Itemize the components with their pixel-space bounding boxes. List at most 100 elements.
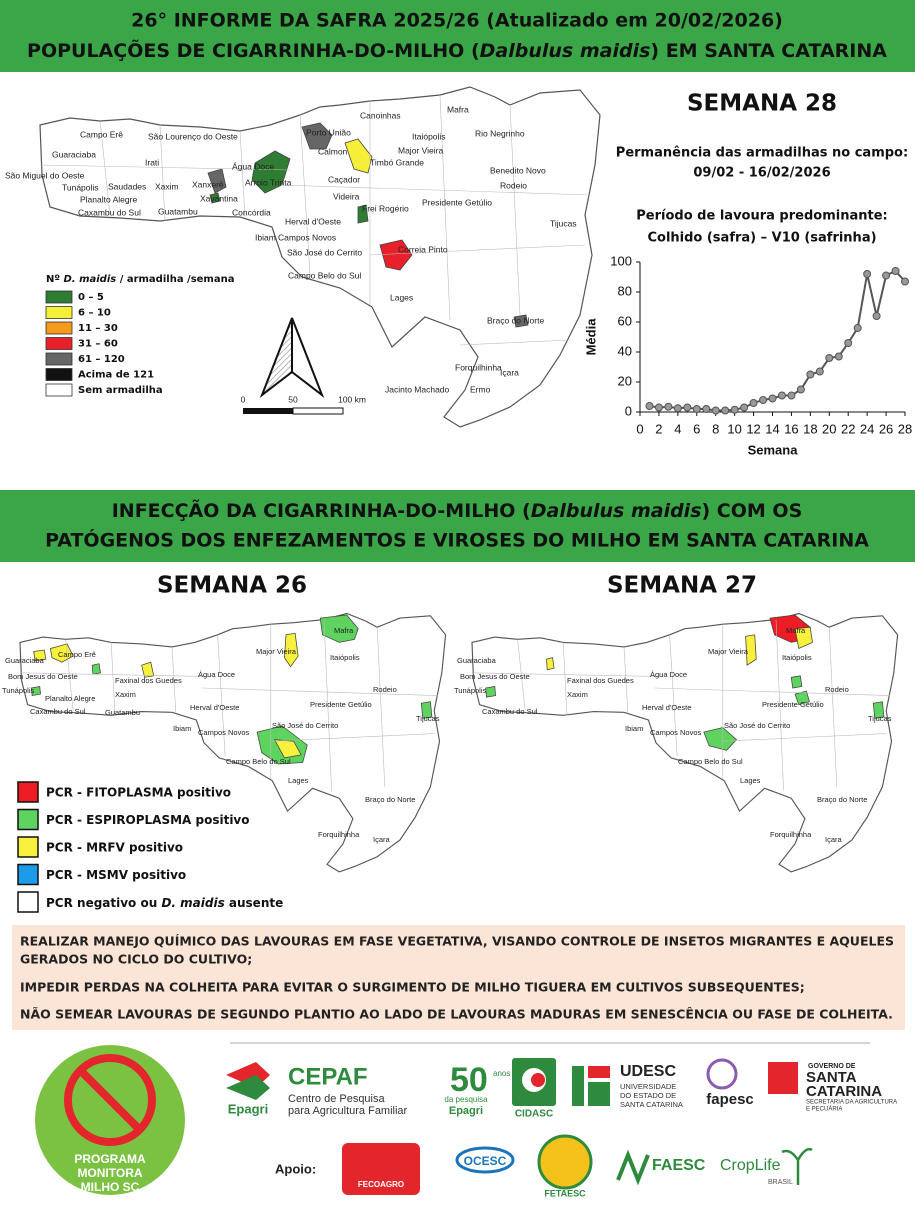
place-label: Bom Jesus do Oeste [8,672,78,681]
place-label: Canoinhas [360,110,401,120]
y-tick-label: 80 [618,283,632,298]
data-point [844,339,853,347]
municipality-patch [745,634,757,666]
y-axis-label: Média [583,318,598,356]
place-label: Presidente Getúlio [762,700,824,709]
y-tick-label: 20 [618,373,632,388]
place-label: Guaraciaba [52,149,96,159]
x-tick-label: 12 [746,421,760,436]
place-label: Guaraciaba [5,656,45,665]
udesc-logo [572,1066,584,1106]
gov-name: SANTA [806,1069,857,1086]
place-label: Guaraciaba [457,656,497,665]
program-logo [77,1067,143,1133]
place-label: Faxinal dos Guedes [567,676,634,685]
place-label: São José do Cerrito [287,247,362,257]
data-point [891,267,900,275]
place-label: Lages [390,292,413,302]
place-label: Rio Negrinho [475,128,525,138]
municipality-patch [209,192,221,204]
place-label: Tijucas [868,714,892,723]
legend-label: 0 – 5 [78,292,104,303]
place-label: São Miguel do Oeste [5,170,85,180]
place-label: Irati [145,157,159,167]
croplife-name: CropLife [720,1157,781,1174]
gov-name: GOVERNO DE [808,1063,856,1070]
x-tick-label: 10 [727,421,741,436]
data-point [815,367,824,376]
data-point [853,324,862,332]
place-label: Arroio Trinta [245,177,292,187]
place-label: Ibiam [625,724,643,733]
y-tick-label: 0 [625,403,632,418]
place-label: Presidente Getúlio [422,197,492,207]
data-point [806,370,815,379]
data-point [787,391,796,400]
place-label: Itaiópolis [330,653,360,662]
municipality-patch [357,204,369,224]
place-label: Calmon [318,146,348,156]
data-point [749,399,758,407]
place-label: Tunápolis [454,686,486,695]
place-label: Campo Belo do Sul [226,757,291,766]
x-tick-label: 16 [784,421,798,436]
faesc-logo [616,1149,650,1186]
legend-swatch [17,808,39,831]
place-label: Água Doce [650,670,687,679]
fapesc-logo [706,1058,738,1090]
fifty-sub: anos [493,1069,510,1078]
municipality-patch [301,122,333,150]
place-label: Içara [825,835,843,844]
municipality-patch [790,675,803,689]
legend-label: Sem armadilha [78,385,163,396]
place-label: Tijucas [550,218,577,228]
fetaesc-name: FETAESC [544,1188,586,1198]
place-label: Correia Pinto [398,244,448,254]
place-label: Campo Erê [80,129,123,139]
data-point [702,405,711,413]
footer: PROGRAMA MONITORA MILHO SC Epagri CEPAF … [35,1045,897,1198]
place-label: Itaiópolis [412,131,446,141]
fapesc-name: fapesc [706,1091,754,1108]
place-label: Tunápolis [62,182,99,192]
municipality-patch [703,727,738,751]
place-label: Campos Novos [278,232,336,242]
croplife-sub: BRASIL [768,1179,793,1186]
x-tick-label: 8 [712,421,719,436]
place-label: Água Doce [232,161,274,171]
data-point [730,405,739,414]
map-semana-27 [471,612,899,873]
place-label: Forquilhinha [455,362,502,372]
legend-label: 31 – 60 [78,339,118,350]
recommendation: REALIZAR MANEJO QUÍMICO DAS LAVOURAS EM … [20,934,894,949]
header-subtitle: POPULAÇÕES DE CIGARRINHA-DO-MILHO (Dalbu… [27,38,887,62]
place-label: Videira [333,191,360,201]
data-point [872,312,881,320]
place-label: Braço do Norte [817,795,867,804]
place-label: Água Doce [198,670,235,679]
data-point [777,391,786,400]
x-tick-label: 18 [803,421,817,436]
north-arrow [291,317,325,398]
udesc-sub: DO ESTADO DE [620,1091,676,1100]
legend-swatch [17,863,39,886]
x-tick-label: 20 [822,421,836,436]
municipality-patch [319,614,359,643]
place-label: Porto União [306,127,351,137]
place-label: Herval d'Oeste [642,703,691,712]
section-band [0,490,915,562]
scale-label: 50 [288,394,298,404]
trap-title: Permanência das armadilhas no campo: [616,146,908,161]
y-tick-label: 60 [618,313,632,328]
data-point [834,352,843,361]
place-label: Lages [740,776,761,785]
x-tick-label: 4 [674,421,681,436]
program-name: PROGRAMA [74,1152,146,1166]
map-title: SEMANA 27 [607,573,757,599]
place-label: Itaiópolis [782,653,812,662]
faesc-name: FAESC [652,1157,706,1174]
place-label: Campo Belo do Sul [678,757,743,766]
place-label: Rodeio [500,180,527,190]
week-title: SEMANA 28 [687,91,837,117]
fecoagro-name: FECOAGRO [358,1180,404,1189]
